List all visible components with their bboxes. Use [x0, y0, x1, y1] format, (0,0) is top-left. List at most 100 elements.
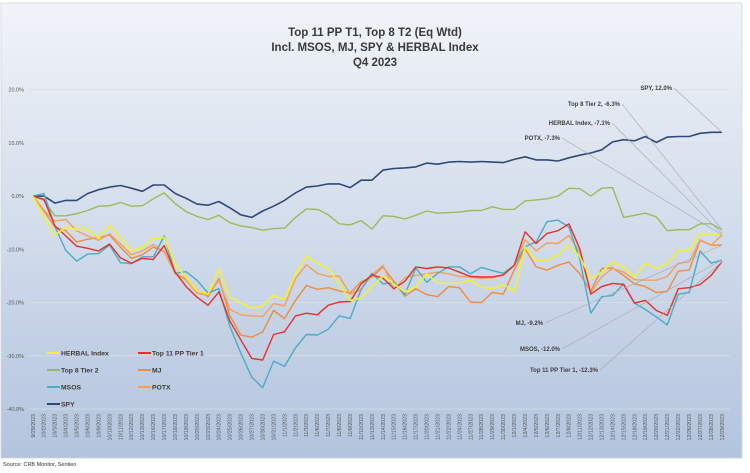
- gridlines: [28, 89, 730, 410]
- x-tick-label: 10/3/2023: [53, 414, 59, 438]
- x-tick-label: 11/3/2023: [304, 414, 310, 437]
- x-tick-label: 12/22/2023: [676, 414, 682, 441]
- x-tick-label: 12/4/2023: [523, 414, 529, 438]
- annotation-leader-line: [544, 244, 723, 324]
- annotation-leader-line: [673, 87, 723, 133]
- x-tick-label: 12/13/2023: [599, 414, 605, 441]
- annotation-label: MSOS, -12.0%: [520, 347, 561, 353]
- x-tick-label: 10/5/2023: [75, 414, 81, 438]
- x-tick-label: 11/1/2023: [282, 414, 288, 437]
- x-tick-label: 10/17/2023: [162, 414, 168, 441]
- x-tick-label: 12/27/2023: [698, 414, 704, 441]
- chart-title-line: Q4 2023: [353, 57, 397, 69]
- x-tick-label: 10/30/2023: [260, 414, 266, 441]
- legend-label: MJ: [152, 368, 162, 375]
- x-tick-label: 11/9/2023: [348, 414, 354, 437]
- annotation-leader-line: [611, 122, 723, 235]
- legend-label: POTX: [152, 385, 171, 392]
- legend: HERBAL Index Top 11 PP Tier 1 Top 8 Tier 2…: [47, 351, 204, 409]
- x-tick-label: 10/27/2023: [250, 414, 256, 441]
- annotation-label: POTX, -7.3%: [525, 136, 561, 142]
- chart-title-line: Top 11 PP T1, Top 8 T2 (Eq Wtd): [288, 27, 462, 39]
- data-annotations: SPY, 12.0% Top 8 Tier 2, -6.3% HERBAL Inde…: [516, 86, 723, 374]
- x-tick-label: 11/29/2023: [490, 414, 496, 440]
- x-tick-label: 10/10/2023: [107, 414, 113, 441]
- series-line-potx: [32, 195, 723, 318]
- annotation-label: Top 11 PP Tier 1, -12.3%: [530, 368, 599, 374]
- y-axis-ticks: 20.0% 10.0% 0.0% -10.0% -20.0% -30.0% -40.0%: [7, 88, 25, 413]
- x-tick-label: 11/15/2023: [392, 414, 398, 440]
- y-tick-label: -30.0%: [7, 354, 25, 360]
- x-tick-label: 10/12/2023: [129, 414, 135, 441]
- x-tick-label: 12/8/2023: [567, 414, 573, 438]
- x-tick-label: 10/24/2023: [217, 414, 223, 441]
- x-tick-label: 11/22/2023: [446, 414, 452, 440]
- legend-label: Top 8 Tier 2: [61, 368, 99, 375]
- series-line-mj: [32, 195, 722, 338]
- y-tick-label: 10.0%: [8, 141, 24, 147]
- x-tick-label: 12/5/2023: [534, 414, 540, 438]
- x-tick-label: 12/14/2023: [610, 414, 616, 441]
- annotation-leader-line: [621, 103, 723, 230]
- x-tick-label: 10/20/2023: [195, 414, 201, 441]
- x-tick-label: 12/1/2023: [512, 414, 518, 438]
- annotation-leader-line: [599, 261, 723, 371]
- series-line-top-11-pp-tier-1: [32, 195, 723, 361]
- series-lines: [32, 131, 723, 389]
- x-tick-label: 10/4/2023: [64, 414, 70, 438]
- x-tick-label: 10/11/2023: [118, 414, 124, 440]
- x-tick-label: 11/27/2023: [468, 414, 474, 440]
- y-tick-label: -20.0%: [7, 301, 25, 307]
- annotation-label: MJ, -9.2%: [516, 321, 544, 327]
- y-tick-label: 20.0%: [8, 88, 24, 94]
- x-tick-label: 11/24/2023: [457, 414, 463, 440]
- series-line-top-8-tier-2: [32, 186, 723, 232]
- x-tick-label: 11/14/2023: [381, 414, 387, 440]
- annotation-label: HERBAL Index, -7.1%: [549, 121, 611, 127]
- x-tick-label: 10/26/2023: [239, 414, 245, 441]
- x-tick-label: 12/19/2023: [643, 414, 649, 441]
- x-tick-label: 12/20/2023: [654, 414, 660, 441]
- y-tick-label: 0.0%: [11, 194, 24, 200]
- x-tick-label: 10/9/2023: [96, 414, 102, 438]
- x-tick-label: 11/2/2023: [293, 414, 299, 437]
- series-line-msos: [32, 192, 723, 389]
- x-tick-label: 11/30/2023: [501, 414, 507, 440]
- legend-label: SPY: [61, 402, 75, 409]
- annotation-leader-line: [561, 137, 723, 236]
- chart-title-line: Incl. MSOS, MJ, SPY & HERBAL Index: [271, 42, 479, 54]
- x-tick-label: 9/29/2023: [31, 414, 37, 438]
- x-tick-label: 11/21/2023: [435, 414, 441, 440]
- x-tick-label: 10/31/2023: [271, 414, 277, 441]
- x-tick-label: 12/15/2023: [621, 414, 627, 441]
- chart-background: [0, 2, 743, 459]
- x-tick-label: 10/25/2023: [228, 414, 234, 441]
- x-tick-label: 10/18/2023: [173, 414, 179, 441]
- annotation-label: Top 8 Tier 2, -6.3%: [568, 102, 621, 108]
- x-tick-label: 11/7/2023: [326, 414, 332, 437]
- annotation-leader-line: [561, 259, 723, 350]
- x-tick-label: 10/13/2023: [140, 414, 146, 441]
- x-tick-label: 12/7/2023: [556, 414, 562, 438]
- x-tick-label: 10/16/2023: [151, 414, 157, 441]
- annotation-label: SPY, 12.0%: [640, 86, 672, 92]
- x-axis-ticks: 9/29/2023 10/2/2023 10/3/2023 10/4/2023 10/5…: [31, 414, 726, 441]
- x-tick-label: 11/10/2023: [359, 414, 365, 440]
- x-tick-label: 11/13/2023: [370, 414, 376, 440]
- x-tick-label: 12/29/2023: [720, 414, 726, 441]
- x-tick-label: 11/8/2023: [337, 414, 343, 437]
- x-tick-label: 12/21/2023: [665, 414, 671, 441]
- series-line-herbal-index: [32, 195, 723, 309]
- x-tick-label: 12/18/2023: [632, 414, 638, 441]
- series-line-spy: [33, 131, 722, 219]
- x-tick-label: 11/28/2023: [479, 414, 485, 440]
- legend-label: Top 11 PP Tier 1: [152, 351, 204, 358]
- x-tick-label: 11/6/2023: [315, 414, 321, 437]
- x-tick-label: 10/19/2023: [184, 414, 190, 441]
- legend-label: HERBAL Index: [61, 351, 109, 358]
- x-tick-label: 10/2/2023: [42, 414, 48, 438]
- x-tick-label: 11/20/2023: [425, 414, 431, 440]
- x-tick-label: 11/16/2023: [403, 414, 409, 440]
- x-tick-label: 10/6/2023: [85, 414, 91, 438]
